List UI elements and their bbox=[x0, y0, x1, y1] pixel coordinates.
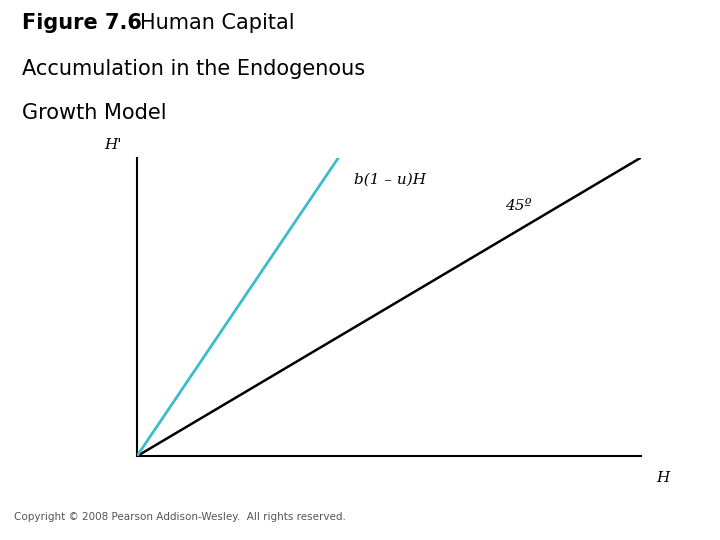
Text: Human Capital: Human Capital bbox=[140, 13, 295, 33]
Text: b(1 – u)H: b(1 – u)H bbox=[354, 173, 426, 187]
Text: H': H' bbox=[104, 138, 122, 152]
Text: Growth Model: Growth Model bbox=[22, 103, 166, 123]
Text: 45º: 45º bbox=[505, 199, 531, 213]
Text: Figure 7.6: Figure 7.6 bbox=[22, 13, 141, 33]
Text: Copyright © 2008 Pearson Addison-Wesley.  All rights reserved.: Copyright © 2008 Pearson Addison-Wesley.… bbox=[14, 512, 346, 522]
Text: Accumulation in the Endogenous: Accumulation in the Endogenous bbox=[22, 59, 365, 79]
Text: 13: 13 bbox=[688, 508, 712, 526]
Text: H: H bbox=[656, 471, 669, 485]
